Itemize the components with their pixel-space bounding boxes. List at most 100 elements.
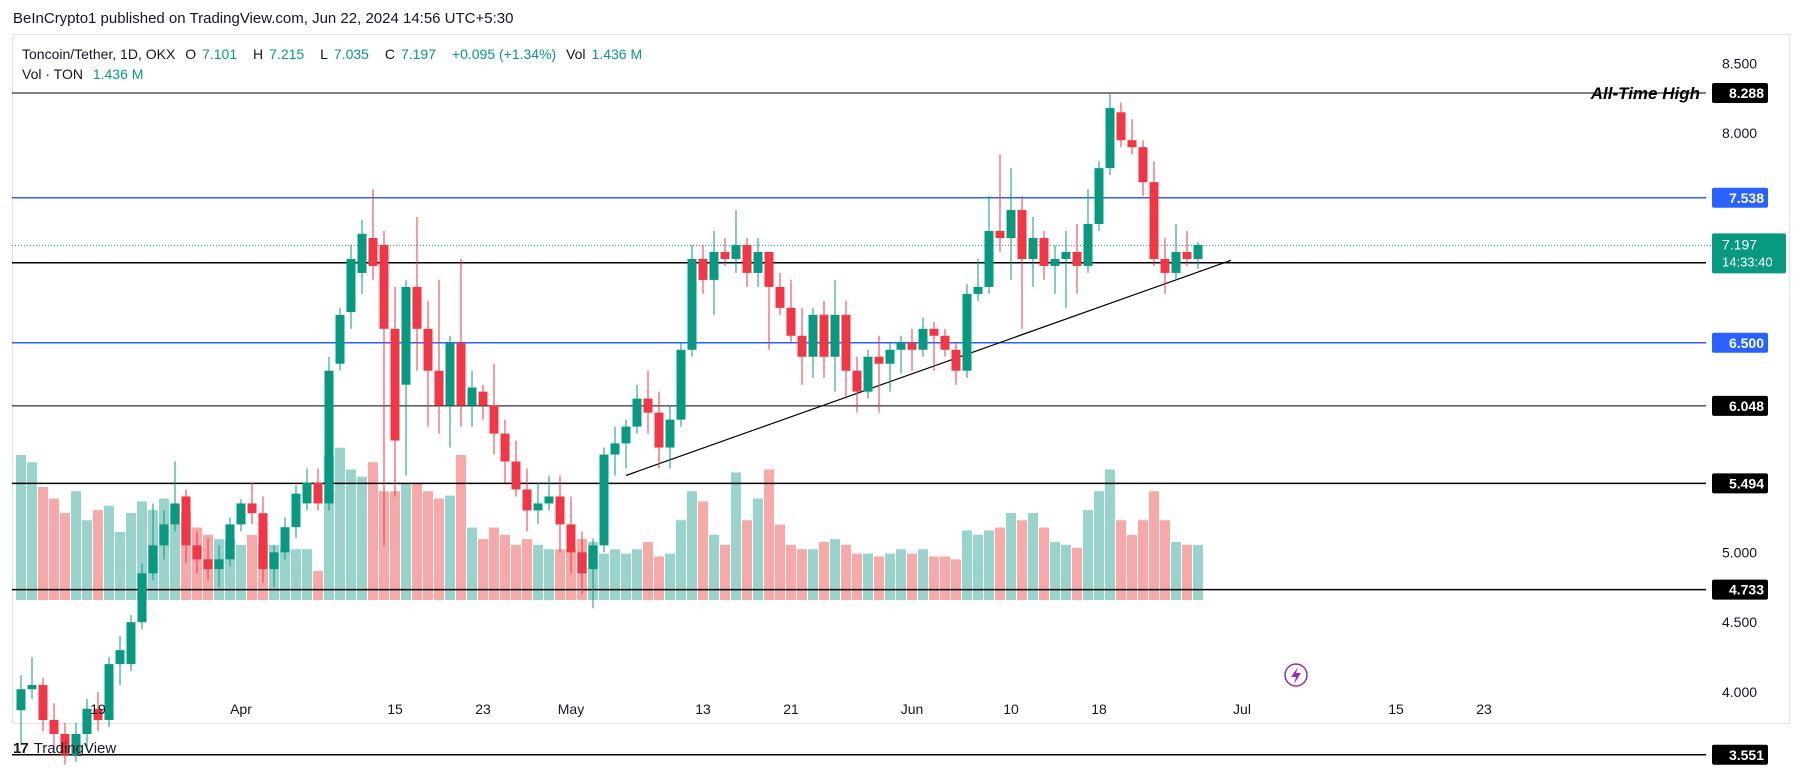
volume-bar: [1006, 513, 1016, 600]
volume-bar: [555, 549, 565, 600]
volume-bar: [1116, 520, 1126, 600]
candle-body: [500, 433, 510, 462]
level-price-tag: [1712, 187, 1768, 208]
current-price-tag: [1712, 233, 1786, 274]
volume-bar: [511, 544, 521, 600]
volume-bar: [467, 527, 477, 600]
candle-body: [533, 503, 543, 511]
y-tick-label: 5.000: [1722, 544, 1757, 560]
footer-brand-name: TradingView: [33, 740, 117, 757]
volume-bar: [632, 549, 642, 600]
candle-body: [214, 559, 224, 570]
legend-volume-value: 1.436 M: [92, 66, 144, 82]
level-price-tag: [1712, 579, 1768, 600]
volume-bar: [786, 544, 796, 600]
volume-bar: [445, 495, 455, 600]
candle-body: [82, 708, 92, 734]
legend-volume-label[interactable]: Vol · TON: [22, 66, 83, 82]
candle-body: [599, 454, 609, 546]
candle-body: [71, 733, 81, 755]
candle-body: [379, 244, 389, 329]
candle-body: [302, 482, 312, 504]
volume-bar: [126, 513, 136, 600]
candle-body: [93, 708, 103, 720]
volume-bar: [841, 544, 851, 600]
volume-bar: [71, 491, 81, 600]
candle-body: [1039, 238, 1049, 266]
trendline: [625, 259, 1232, 477]
level-price-tag: [1712, 473, 1768, 494]
legend-low-label: L: [320, 46, 328, 62]
candle-body: [808, 314, 818, 357]
volume-bar: [1105, 469, 1115, 600]
volume-bar: [643, 542, 653, 600]
volume-bar: [918, 549, 928, 600]
tradingview-logo-icon: 17: [13, 740, 29, 757]
candle-body: [610, 443, 620, 455]
candle-body: [819, 314, 829, 357]
footer-brand[interactable]: 17 TradingView: [13, 740, 116, 757]
level-price-tag: [1712, 332, 1768, 353]
candle-body: [896, 342, 906, 350]
candle-body: [1083, 224, 1093, 266]
volume-bar: [1017, 520, 1027, 600]
candle-body: [830, 314, 840, 357]
volume-bar: [731, 472, 741, 600]
candle-body: [1182, 251, 1192, 259]
candle-body: [687, 258, 697, 350]
candle-body: [951, 349, 961, 371]
candle-body: [786, 307, 796, 336]
candle-body: [566, 524, 576, 553]
chart-frame[interactable]: [12, 34, 1790, 724]
legend-vol-label: Vol: [566, 46, 586, 62]
volume-bar: [313, 571, 323, 600]
volume-bar: [720, 544, 730, 600]
candle-body: [148, 545, 158, 574]
candle-body: [203, 559, 213, 570]
x-tick-label: 19: [90, 701, 106, 717]
candle-body: [269, 552, 279, 570]
y-tick-label: 4.500: [1722, 614, 1757, 630]
volume-bar: [1160, 520, 1170, 600]
candle-body: [456, 342, 466, 406]
volume-bar: [610, 549, 620, 600]
candle-body: [731, 244, 741, 259]
volume-bar: [357, 476, 367, 600]
volume-bar: [676, 520, 686, 600]
volume-bar: [863, 553, 873, 600]
volume-bar: [500, 534, 510, 600]
legend-symbol[interactable]: Toncoin/Tether, 1D, OKX: [22, 46, 176, 62]
level-price-label: 8.288: [1729, 85, 1764, 101]
legend-volume-row: Vol · TON 1.436 M: [22, 64, 654, 84]
candle-body: [555, 496, 565, 525]
legend-high-label: H: [253, 46, 264, 62]
x-tick-label: 21: [783, 701, 799, 717]
candle-body: [1072, 251, 1082, 266]
legend-change: +0.095 (+1.34%): [451, 46, 557, 62]
candle-body: [1061, 251, 1071, 259]
volume-bar: [775, 524, 785, 600]
candle-body: [863, 356, 873, 392]
candle-body: [1006, 210, 1016, 239]
volume-bar: [1193, 544, 1203, 600]
candle-body: [885, 349, 895, 364]
volume-bar: [929, 556, 939, 600]
legend-high: 7.215: [269, 46, 305, 62]
candle-body: [445, 342, 455, 406]
candle-body: [962, 293, 972, 371]
candle-body: [643, 398, 653, 413]
candle-body: [654, 412, 664, 448]
candle-body: [170, 503, 180, 525]
volume-bar: [335, 447, 345, 600]
candle-body: [1094, 168, 1104, 225]
volume-bar: [962, 530, 972, 600]
candle-body: [995, 231, 1005, 239]
volume-bar: [390, 491, 400, 600]
volume-bar: [82, 520, 92, 600]
candle-body: [247, 503, 257, 514]
x-tick-label: 13: [695, 701, 711, 717]
candle-body: [126, 622, 136, 665]
